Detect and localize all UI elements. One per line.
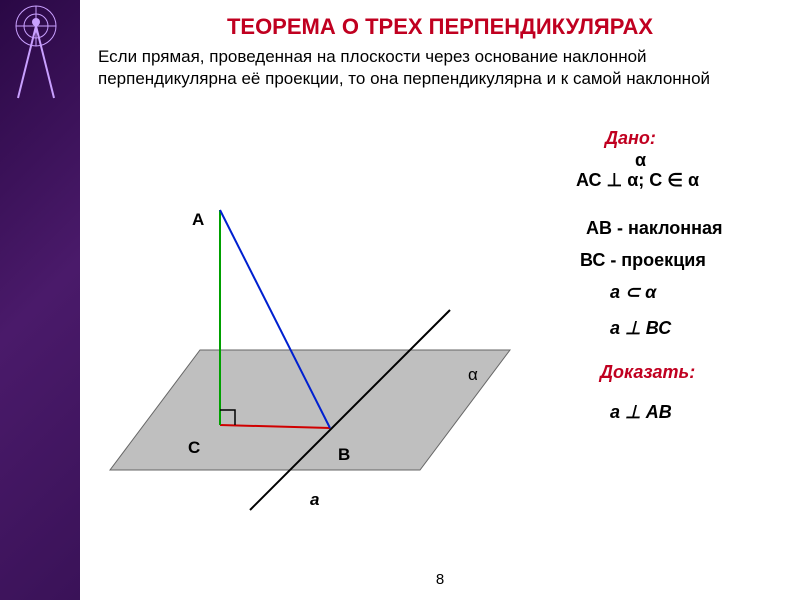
page-number: 8 <box>436 571 444 588</box>
label-line-a: а <box>310 490 319 510</box>
label-plane-alpha: α <box>468 365 478 385</box>
given-alpha: α <box>635 150 646 171</box>
geometry-diagram: А В С а α <box>80 170 550 570</box>
theorem-title: ТЕОРЕМА О ТРЕХ ПЕРПЕНДИКУЛЯРАХ <box>80 14 800 40</box>
main-content: ТЕОРЕМА О ТРЕХ ПЕРПЕНДИКУЛЯРАХ Если прям… <box>80 0 800 600</box>
label-c-point: С <box>188 438 200 458</box>
label-a-point: А <box>192 210 204 230</box>
given-heading: Дано: <box>605 128 656 149</box>
given-line5: а ⊥ ВС <box>610 318 671 339</box>
given-line2: АВ - наклонная <box>586 218 723 239</box>
decorative-sidebar <box>0 0 80 600</box>
prove-line1: а ⊥ АВ <box>610 402 672 423</box>
label-b-point: В <box>338 445 350 465</box>
prove-heading: Доказать: <box>600 362 695 383</box>
theorem-text: Если прямая, проведенная на плоскости че… <box>98 46 782 90</box>
plane-alpha <box>110 350 510 470</box>
compass-icon <box>0 0 80 110</box>
given-line3: ВС - проекция <box>580 250 706 271</box>
given-line4: а ⊂ α <box>610 282 656 303</box>
given-line1: АС ⊥ α; С ∈ α <box>576 170 699 191</box>
